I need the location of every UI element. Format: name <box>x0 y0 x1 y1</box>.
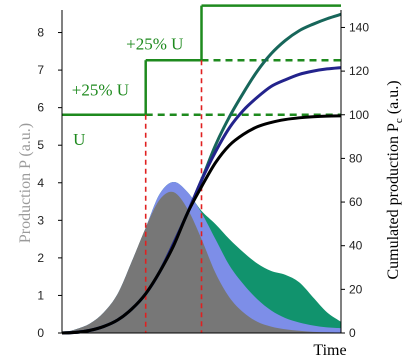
left-tick-label: 8 <box>37 26 44 40</box>
y-axis-right-title-unit: (a.u.) <box>385 80 402 118</box>
left-tick-label: 4 <box>37 176 44 190</box>
annotation-u: U <box>73 130 85 149</box>
annotation-plus25-first: +25% U <box>72 80 129 99</box>
plot-area <box>61 4 342 335</box>
u-step-lines <box>62 4 341 117</box>
red-dashed-lines <box>144 60 203 333</box>
left-ticks: 0 1 2 3 4 5 6 7 8 <box>37 26 62 340</box>
y-axis-right-title: Cumulated production Pc (a.u.) <box>385 80 405 279</box>
y-axis-right-title-main: Cumulated production P <box>385 123 402 280</box>
y-axis-left-title: Production P (a.u.) <box>17 123 34 243</box>
right-tick-label: 120 <box>349 64 369 78</box>
right-tick-label: 80 <box>349 151 363 165</box>
right-tick-label: 40 <box>349 239 363 253</box>
left-tick-label: 7 <box>37 63 44 77</box>
left-tick-label: 2 <box>37 251 44 265</box>
right-tick-label: 0 <box>349 326 356 340</box>
y-axis-right-title-sub: c <box>393 118 405 123</box>
right-ticks: 0 20 40 60 80 100 120 140 <box>341 20 369 340</box>
left-tick-label: 5 <box>37 138 44 152</box>
right-tick-label: 60 <box>349 195 363 209</box>
left-tick-label: 3 <box>37 213 44 227</box>
x-axis-title: Time <box>313 342 346 359</box>
left-tick-label: 6 <box>37 101 44 115</box>
right-tick-label: 140 <box>349 20 369 34</box>
annotation-plus25-second: +25% U <box>126 34 183 53</box>
left-tick-label: 1 <box>37 288 44 302</box>
right-tick-label: 100 <box>349 108 369 122</box>
right-tick-label: 20 <box>349 282 363 296</box>
line-cum-base <box>61 114 342 335</box>
left-tick-label: 0 <box>37 326 44 340</box>
